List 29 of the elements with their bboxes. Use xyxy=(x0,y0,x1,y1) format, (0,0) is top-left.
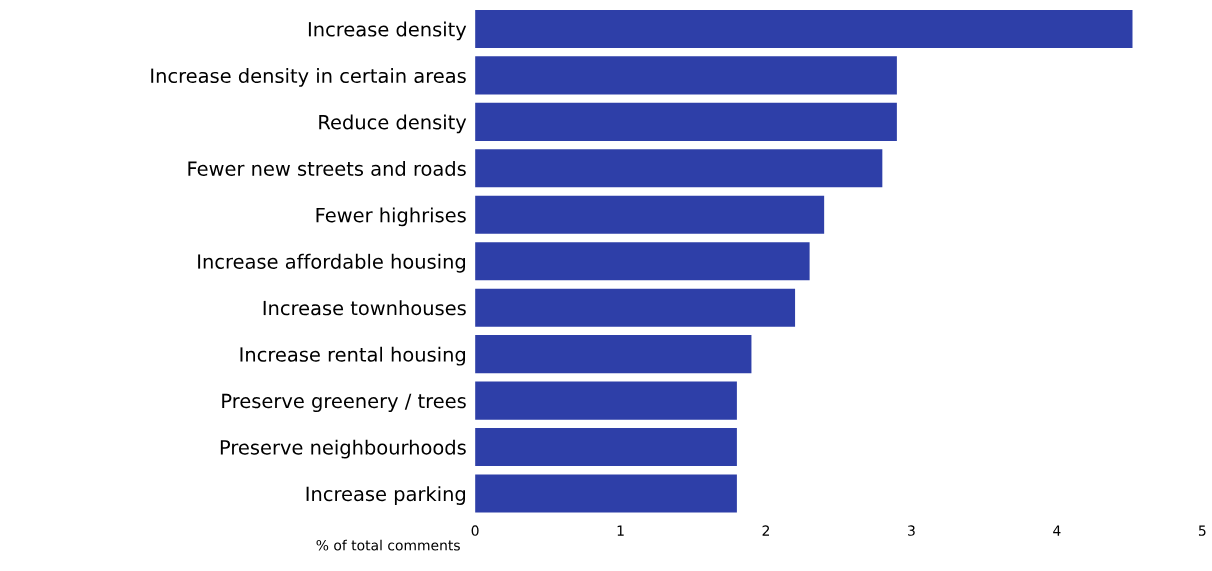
y-tick-label: Reduce density xyxy=(319,114,467,134)
y-tick-label: Increase density xyxy=(308,21,467,41)
bar xyxy=(475,56,897,95)
bar xyxy=(475,149,883,188)
y-tick-label: Increase affordable housing xyxy=(198,253,465,273)
y-tick-label: Preserve neighbourhoods xyxy=(220,439,466,459)
x-tick-label: 1 xyxy=(617,525,624,536)
y-tick-label: Increase rental housing xyxy=(240,346,466,366)
bar xyxy=(475,195,825,234)
bar xyxy=(475,474,737,513)
bar xyxy=(475,381,737,420)
x-tick-label: 2 xyxy=(762,525,770,536)
bar xyxy=(475,9,1133,48)
x-tick-label: 0 xyxy=(471,525,479,536)
bar xyxy=(475,335,752,374)
bar xyxy=(475,428,737,467)
x-tick-label: 3 xyxy=(908,525,915,536)
x-tick-label: 5 xyxy=(1198,525,1206,536)
x-tick-label: 4 xyxy=(1053,525,1061,536)
y-tick-label: Preserve greenery / trees xyxy=(222,393,466,413)
bar xyxy=(475,102,897,141)
y-tick-label: Increase townhouses xyxy=(263,300,466,316)
x-axis-title: % of total comments xyxy=(316,539,460,551)
bar xyxy=(475,242,810,281)
bar xyxy=(475,288,796,327)
y-tick-label: Fewer highrises xyxy=(316,207,466,227)
y-tick-label: Fewer new streets and roads xyxy=(188,160,466,176)
y-tick-label: Increase density in certain areas xyxy=(151,68,466,87)
y-tick-label: Increase parking xyxy=(306,486,465,505)
